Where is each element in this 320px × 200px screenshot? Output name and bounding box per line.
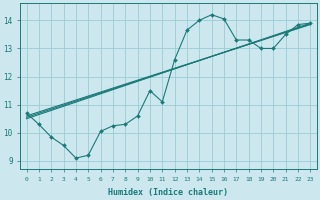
X-axis label: Humidex (Indice chaleur): Humidex (Indice chaleur)	[108, 188, 228, 197]
